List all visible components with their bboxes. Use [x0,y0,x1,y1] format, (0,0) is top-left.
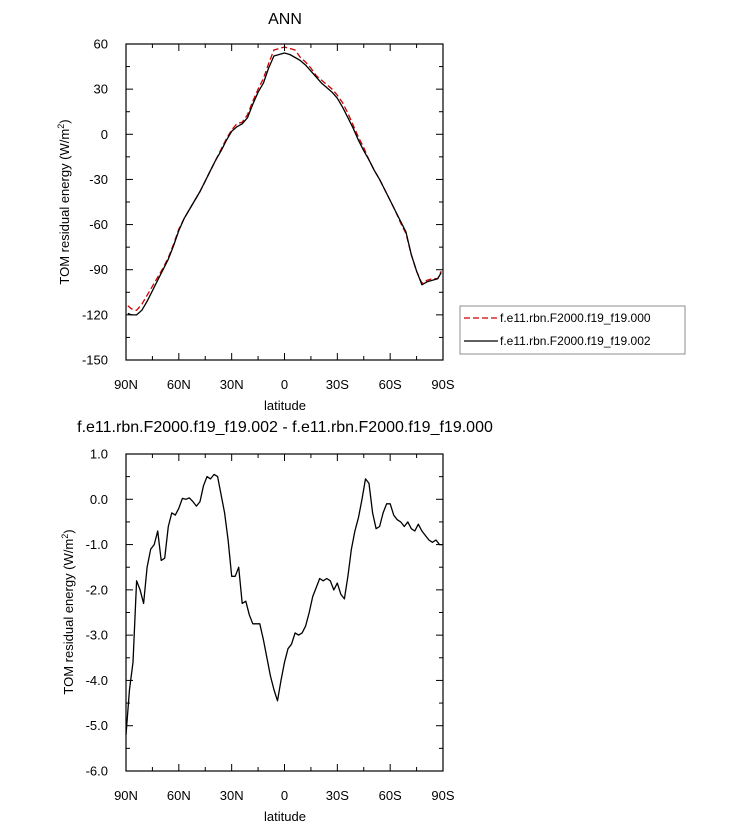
bottom-x-tick-label: 90N [114,788,138,803]
bottom-x-tick-label: 60N [167,788,191,803]
top-y-tick-label: -120 [82,307,108,322]
top-chart-title: ANN [268,11,302,28]
top-y-tick-label: -30 [89,172,108,187]
top-y-tick-label: -60 [89,217,108,232]
legend-label-002: f.e11.rbn.F2000.f19_f19.002 [500,334,651,348]
bottom-y-axis: 1.0 0.0 -1.0 -2.0 -3.0 -4.0 -5.0 -6.0 [86,447,443,779]
bottom-x-tick-label: 60S [379,788,402,803]
legend-label-000: f.e11.rbn.F2000.f19_f19.000 [500,311,651,325]
bottom-y-axis-title-end: ) [61,529,76,533]
top-y-axis-title: TOM residual energy (W/m2) [56,119,72,284]
bottom-y-tick-label: -4.0 [86,673,108,688]
top-y-tick-label: 30 [94,82,108,97]
bottom-y-tick-label: -2.0 [86,582,108,597]
bottom-y-tick-label: 1.0 [90,447,108,462]
bottom-plot-frame [125,453,444,772]
bottom-y-tick-label: 0.0 [90,492,108,507]
top-x-axis-title: latitude [264,398,306,413]
bottom-x-tick-label: 0 [281,788,288,803]
bottom-x-tick-label: 30N [220,788,244,803]
top-y-tick-label: 0 [101,127,108,142]
top-x-axis: 90N 60N 30N 0 30S 60S 90S [114,44,455,392]
bottom-x-tick-label: 90S [431,788,454,803]
top-series-line-1 [127,52,442,316]
top-x-tick-label: 0 [281,377,288,392]
top-x-tick-label: 30N [220,377,244,392]
legend-box [459,305,686,355]
top-y-axis-title-main: TOM residual energy (W/m [57,129,72,285]
top-x-tick-label: 90S [431,377,454,392]
bottom-y-axis-title-sup: 2 [60,534,70,539]
bottom-y-axis-title-main: TOM residual energy (W/m [61,539,76,695]
top-y-tick-label: 60 [94,37,108,52]
top-x-tick-label: 60N [167,377,191,392]
top-series-line-0 [127,46,442,311]
top-y-tick-label: -90 [89,262,108,277]
bottom-x-axis-title: latitude [264,809,306,824]
top-series-group [127,46,442,316]
top-x-tick-label: 30S [326,377,349,392]
bottom-y-axis-title: TOM residual energy (W/m2) [60,529,76,694]
bottom-chart-title: f.e11.rbn.F2000.f19_f19.002 - f.e11.rbn.… [77,419,493,436]
bottom-x-axis: 90N 60N 30N 0 30S 60S 90S [114,454,455,803]
bottom-chart: f.e11.rbn.F2000.f19_f19.002 - f.e11.rbn.… [60,419,493,824]
bottom-y-tick-label: -1.0 [86,537,108,552]
legend: f.e11.rbn.F2000.f19_f19.000 f.e11.rbn.F2… [459,305,686,355]
bottom-y-tick-label: -3.0 [86,628,108,643]
top-chart: ANN 60 30 0 -30 -60 -90 -120 -150 90N 60N 30N 0 30S… [56,11,686,413]
top-y-tick-label: -150 [82,353,108,368]
top-y-axis: 60 30 0 -30 -60 -90 -120 -150 [82,37,443,368]
top-plot-frame [125,43,444,361]
bottom-y-tick-label: -6.0 [86,764,108,779]
bottom-series-line-0 [125,473,443,735]
top-y-axis-title-sup: 2 [56,124,66,129]
top-x-tick-label: 60S [379,377,402,392]
top-x-tick-label: 90N [114,377,138,392]
bottom-y-tick-label: -5.0 [86,718,108,733]
bottom-x-tick-label: 30S [326,788,349,803]
bottom-series-group [125,473,443,735]
top-y-axis-title-end: ) [57,119,72,123]
